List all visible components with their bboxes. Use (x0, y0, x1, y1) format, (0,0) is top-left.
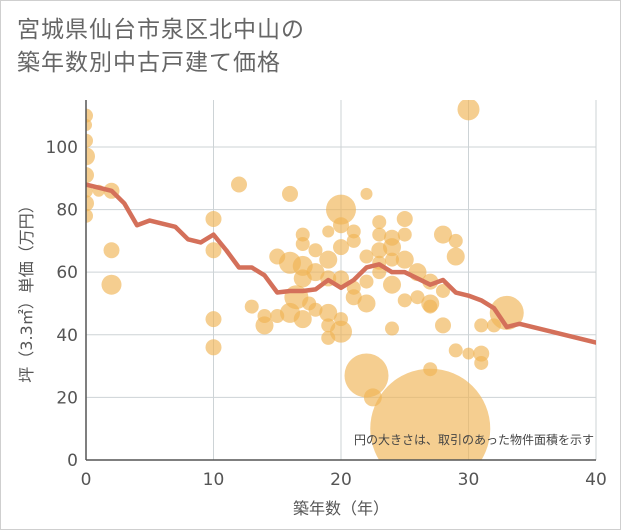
data-bubble (319, 250, 338, 269)
data-bubble (86, 108, 93, 123)
data-bubble (333, 217, 349, 234)
y-tick-label: 40 (56, 326, 78, 346)
y-axis-label: 坪（3.3㎡）単価（万円） (17, 197, 36, 382)
data-bubble (396, 210, 413, 227)
data-bubble (360, 187, 373, 200)
data-bubble (330, 320, 352, 343)
data-bubble (359, 274, 374, 289)
data-bubble (333, 239, 349, 256)
data-bubble (103, 242, 120, 259)
data-bubble (345, 289, 362, 306)
data-bubble (372, 215, 387, 230)
data-bubble (462, 347, 475, 360)
data-bubble (326, 194, 356, 225)
y-tick-label: 0 (67, 451, 78, 471)
data-bubble (357, 294, 376, 313)
data-bubble (434, 225, 452, 244)
x-axis-label: 築年数（年） (293, 499, 389, 518)
x-tick-label: 40 (585, 470, 607, 490)
title-line-1: 宮城県仙台市泉区北中山の (17, 17, 305, 43)
data-bubble (306, 263, 325, 282)
y-tick-label: 80 (56, 201, 78, 221)
data-bubble (244, 299, 259, 314)
data-bubble (86, 195, 94, 212)
data-bubble (395, 250, 414, 269)
data-bubble (344, 353, 389, 398)
data-bubble (205, 339, 222, 356)
data-bubble (86, 133, 93, 148)
bubble-layer (86, 100, 524, 460)
data-bubble (372, 227, 387, 242)
data-bubble (205, 242, 222, 259)
data-bubble (397, 293, 412, 308)
data-bubble (205, 311, 222, 328)
data-bubble (205, 210, 222, 227)
data-bubble (435, 317, 451, 334)
data-bubble (446, 247, 465, 266)
y-tick-label: 60 (56, 263, 78, 283)
data-bubble (257, 309, 272, 323)
data-bubble (436, 283, 450, 298)
data-bubble (333, 270, 349, 287)
data-bubble (385, 252, 399, 267)
data-bubble (457, 100, 480, 121)
data-bubble (308, 243, 323, 258)
data-bubble (101, 274, 122, 295)
data-bubble (319, 303, 338, 322)
x-tick-label: 10 (203, 470, 225, 490)
data-bubble (282, 185, 298, 202)
data-bubble (474, 355, 489, 370)
data-bubble (370, 368, 491, 460)
data-bubble (397, 227, 412, 242)
data-bubble (383, 275, 401, 294)
data-bubble (410, 290, 425, 305)
data-bubble (383, 238, 401, 257)
data-bubble (448, 343, 463, 358)
data-bubble (308, 302, 323, 317)
data-bubble (86, 167, 94, 184)
x-tick-label: 20 (330, 470, 352, 490)
chart-title: 宮城県仙台市泉区北中山の 築年数別中古戸建て価格 (17, 14, 305, 80)
data-bubble (86, 119, 92, 132)
y-tick-label: 100 (46, 138, 78, 158)
data-bubble (86, 208, 93, 223)
data-bubble (293, 310, 312, 329)
data-bubble (295, 237, 310, 251)
y-tick-label: 20 (56, 388, 78, 408)
data-bubble (448, 233, 463, 248)
data-bubble (231, 176, 247, 193)
x-tick-label: 30 (458, 470, 480, 490)
data-bubble (474, 318, 489, 333)
title-line-2: 築年数別中古戸建て価格 (17, 50, 281, 76)
data-bubble (359, 249, 374, 264)
data-bubble (423, 299, 438, 314)
data-bubble (346, 233, 361, 248)
bubble-size-note: 円の大きさは、取引のあった物件面積を示す (354, 432, 594, 447)
data-bubble (86, 147, 95, 166)
x-tick-label: 0 (81, 470, 92, 490)
data-bubble (385, 321, 399, 336)
average-price-line (86, 182, 596, 345)
data-bubble (322, 225, 335, 238)
data-bubble (489, 295, 524, 330)
